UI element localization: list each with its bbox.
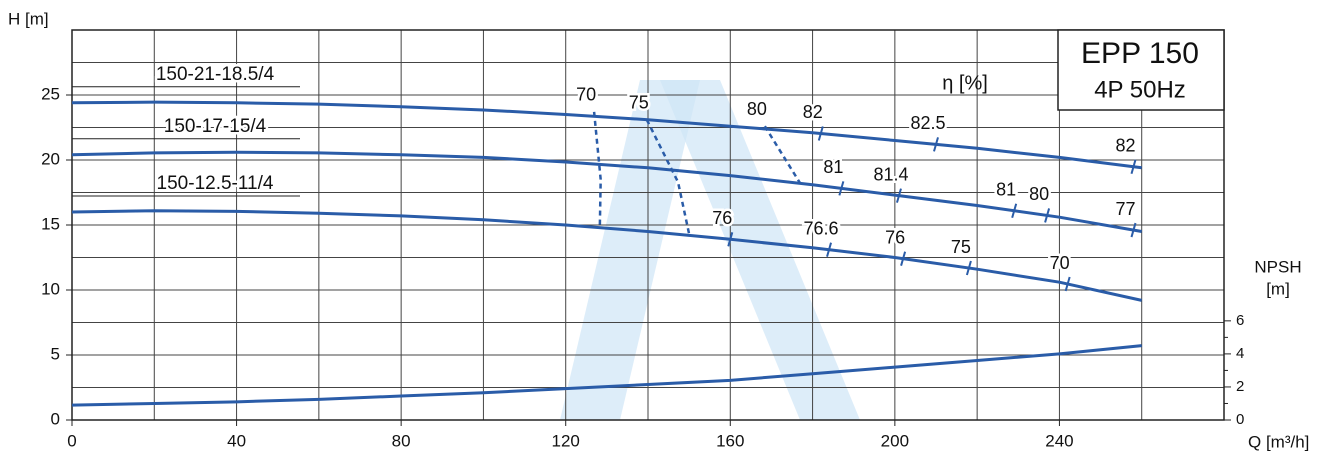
y-tick-label: 20: [41, 149, 60, 168]
y-tick-label: 25: [41, 84, 60, 103]
efficiency-tick: [1130, 159, 1137, 175]
y-tick-label: 0: [51, 409, 60, 428]
series-label: 150-21-18.5/4: [156, 64, 275, 85]
efficiency-label: 76.6: [804, 218, 839, 238]
iso-efficiency-line: [763, 125, 802, 185]
curve: [71, 150, 1142, 233]
watermark: [660, 80, 860, 420]
efficiency-tick: [965, 260, 972, 276]
efficiency-tick: [727, 232, 734, 247]
efficiency-tick: [1064, 276, 1071, 292]
efficiency-tick: [900, 251, 907, 266]
x-tick-label: 200: [881, 431, 909, 450]
efficiency-tick: [826, 242, 832, 257]
watermark: [560, 80, 700, 420]
curve: [71, 344, 1142, 407]
box-title: EPP 150: [1081, 37, 1199, 70]
curve: [71, 209, 1143, 302]
efficiency-label: 81: [996, 180, 1016, 200]
efficiency-tick: [896, 188, 902, 203]
efficiency-tick: [1044, 208, 1051, 223]
efficiency-label: 77: [1115, 199, 1135, 219]
x-tick-label: 0: [67, 431, 76, 450]
y2-axis-unit: [m]: [1266, 279, 1290, 298]
y-axis-title: H [m]: [8, 9, 49, 28]
iso-efficiency-label: 75: [629, 92, 649, 112]
x-tick-label: 40: [227, 431, 246, 450]
efficiency-tick: [1011, 203, 1018, 219]
y2-tick-label: 2: [1236, 378, 1244, 395]
iso-efficiency-label: 80: [747, 99, 767, 119]
box-subtitle: 4P 50Hz: [1094, 76, 1186, 103]
y-tick-label: 5: [51, 344, 60, 363]
series-label: 150-12.5-11/4: [157, 173, 274, 194]
efficiency-label: 80: [1029, 184, 1049, 204]
efficiency-label: 81: [823, 157, 843, 177]
efficiency-label: 70: [1050, 253, 1070, 273]
iso-efficiency-label: 70: [576, 85, 596, 105]
eta-label: η [%]: [942, 72, 988, 94]
series-label: 150-17-15/4: [164, 116, 267, 137]
efficiency-label: 76: [712, 208, 732, 228]
x-tick-label: 80: [392, 431, 411, 450]
y2-tick-label: 6: [1236, 312, 1244, 329]
efficiency-tick: [817, 126, 824, 141]
efficiency-label: 82.5: [910, 113, 945, 133]
x-tick-label: 240: [1045, 431, 1073, 450]
x-axis-title: Q [m³/h]: [1248, 432, 1309, 451]
y-tick-label: 15: [41, 214, 60, 233]
efficiency-label: 75: [951, 237, 971, 257]
curve: [71, 100, 1142, 170]
y2-axis-title: NPSH: [1254, 257, 1301, 276]
efficiency-tick: [933, 137, 939, 152]
efficiency-label: 82: [1115, 136, 1135, 156]
title-box: [1057, 29, 1225, 111]
y2-tick-label: 0: [1236, 411, 1244, 428]
y-tick-label: 10: [41, 279, 60, 298]
y2-tick-label: 4: [1236, 345, 1244, 362]
efficiency-label: 81.4: [873, 164, 908, 184]
efficiency-tick: [1130, 222, 1137, 238]
efficiency-label: 82: [803, 102, 823, 122]
x-tick-label: 120: [552, 431, 580, 450]
x-tick-label: 160: [716, 431, 744, 450]
efficiency-tick: [838, 181, 845, 196]
iso-efficiency-line: [592, 111, 602, 226]
efficiency-label: 76: [885, 227, 905, 247]
